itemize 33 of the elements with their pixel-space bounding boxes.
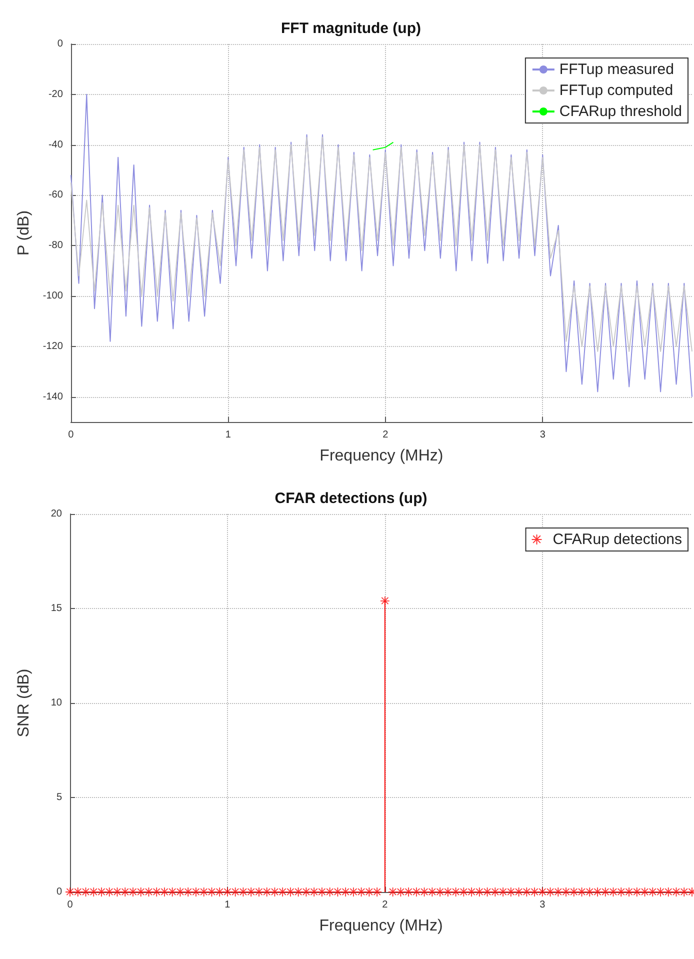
y-tick-label: -100 (42, 290, 64, 302)
x-tick-label: 0 (68, 430, 74, 440)
y-tick-label: -140 (42, 391, 64, 402)
y-tick-label: 5 (56, 792, 62, 803)
y-tick-label: 0 (56, 886, 62, 898)
y-axis-title: SNR (dB) (16, 668, 32, 738)
y-tick-label: 0 (57, 38, 64, 50)
x-tick-label: 1 (224, 900, 231, 910)
x-axis-title: Frequency (MHz) (319, 918, 443, 934)
x-tick-label: 3 (540, 900, 546, 910)
chart-title: CFAR detections (up) (274, 490, 428, 507)
line-series (372, 142, 394, 150)
x-tick-label: 3 (540, 430, 546, 440)
x-tick-label: 2 (382, 430, 389, 440)
y-tick-label: -40 (48, 139, 64, 150)
y-axis-title: P (dB) (16, 210, 32, 256)
line-series (70, 136, 692, 352)
legend-label: FFTup computed (559, 82, 674, 99)
y-tick-label: -80 (48, 240, 64, 252)
x-tick-label: 2 (382, 900, 388, 910)
chart-title: FFT magnitude (up) (281, 20, 421, 37)
y-tick-label: 20 (50, 508, 62, 520)
x-tick-label: 1 (225, 430, 232, 440)
y-tick-label: 10 (50, 698, 62, 708)
y-tick-label: -60 (48, 190, 64, 201)
legend-label: CFARup detections (552, 531, 682, 548)
y-tick-label: -120 (42, 340, 64, 352)
y-tick-label: -20 (48, 88, 64, 100)
x-axis-title: Frequency (MHz) (320, 448, 444, 464)
legend-label: CFARup threshold (559, 103, 682, 120)
y-tick-label: 15 (50, 603, 62, 614)
legend-label: FFTup measured (559, 61, 674, 78)
x-tick-label: 0 (67, 900, 74, 910)
